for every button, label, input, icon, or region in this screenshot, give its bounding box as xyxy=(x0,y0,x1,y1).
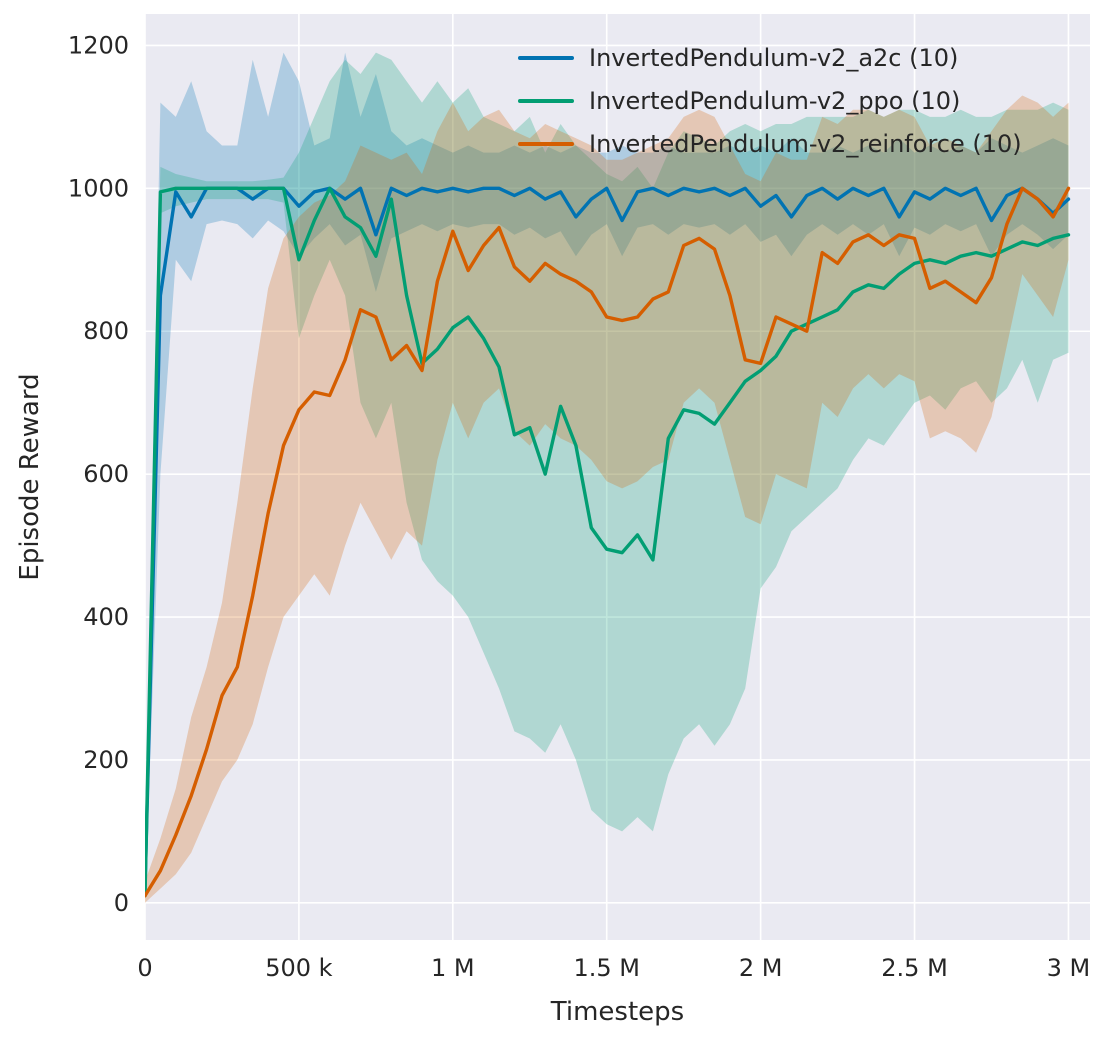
x-tick-label: 1.5 M xyxy=(573,954,640,982)
series-line-a2c xyxy=(145,186,1071,891)
y-tick-label: 1000 xyxy=(68,174,129,202)
legend-line-swatch-ppo xyxy=(518,98,574,103)
x-tick-label: 3 M xyxy=(1047,954,1091,982)
confidence-band-a2c xyxy=(145,52,1069,903)
y-tick-label: 0 xyxy=(114,889,129,917)
legend-label-ppo: InvertedPendulum-v2_ppo (10) xyxy=(589,86,961,115)
confidence-band-reinforce xyxy=(145,95,1069,903)
legend-item-a2c: InvertedPendulum-v2_a2c (10) xyxy=(518,36,1022,79)
y-tick-label: 400 xyxy=(83,603,129,631)
legend-item-reinforce: InvertedPendulum-v2_reinforce (10) xyxy=(518,122,1022,165)
x-axis-label: Timesteps xyxy=(550,997,685,1027)
y-axis-label: Episode Reward xyxy=(15,373,45,581)
legend-label-a2c: InvertedPendulum-v2_a2c (10) xyxy=(589,43,959,72)
plot-background xyxy=(145,14,1090,940)
x-tick-label: 2.5 M xyxy=(881,954,948,982)
legend-item-ppo: InvertedPendulum-v2_ppo (10) xyxy=(518,79,1022,122)
series-layer xyxy=(145,52,1071,903)
legend-line-swatch-a2c xyxy=(518,55,574,60)
x-tick-label: 500 k xyxy=(265,954,332,982)
y-tick-label: 600 xyxy=(83,460,129,488)
confidence-band-ppo xyxy=(145,52,1069,903)
y-tick-label: 1200 xyxy=(68,31,129,59)
legend-label-reinforce: InvertedPendulum-v2_reinforce (10) xyxy=(589,129,1022,158)
y-tick-label: 200 xyxy=(83,746,129,774)
legend-line-swatch-reinforce xyxy=(518,141,574,146)
series-line-ppo xyxy=(145,186,1071,898)
y-tick-label: 800 xyxy=(83,317,129,345)
x-tick-label: 0 xyxy=(137,954,152,982)
x-tick-label: 2 M xyxy=(739,954,783,982)
x-tick-label: 1 M xyxy=(431,954,475,982)
legend: InvertedPendulum-v2_a2c (10) InvertedPen… xyxy=(518,36,1022,165)
series-line-reinforce xyxy=(145,186,1071,898)
